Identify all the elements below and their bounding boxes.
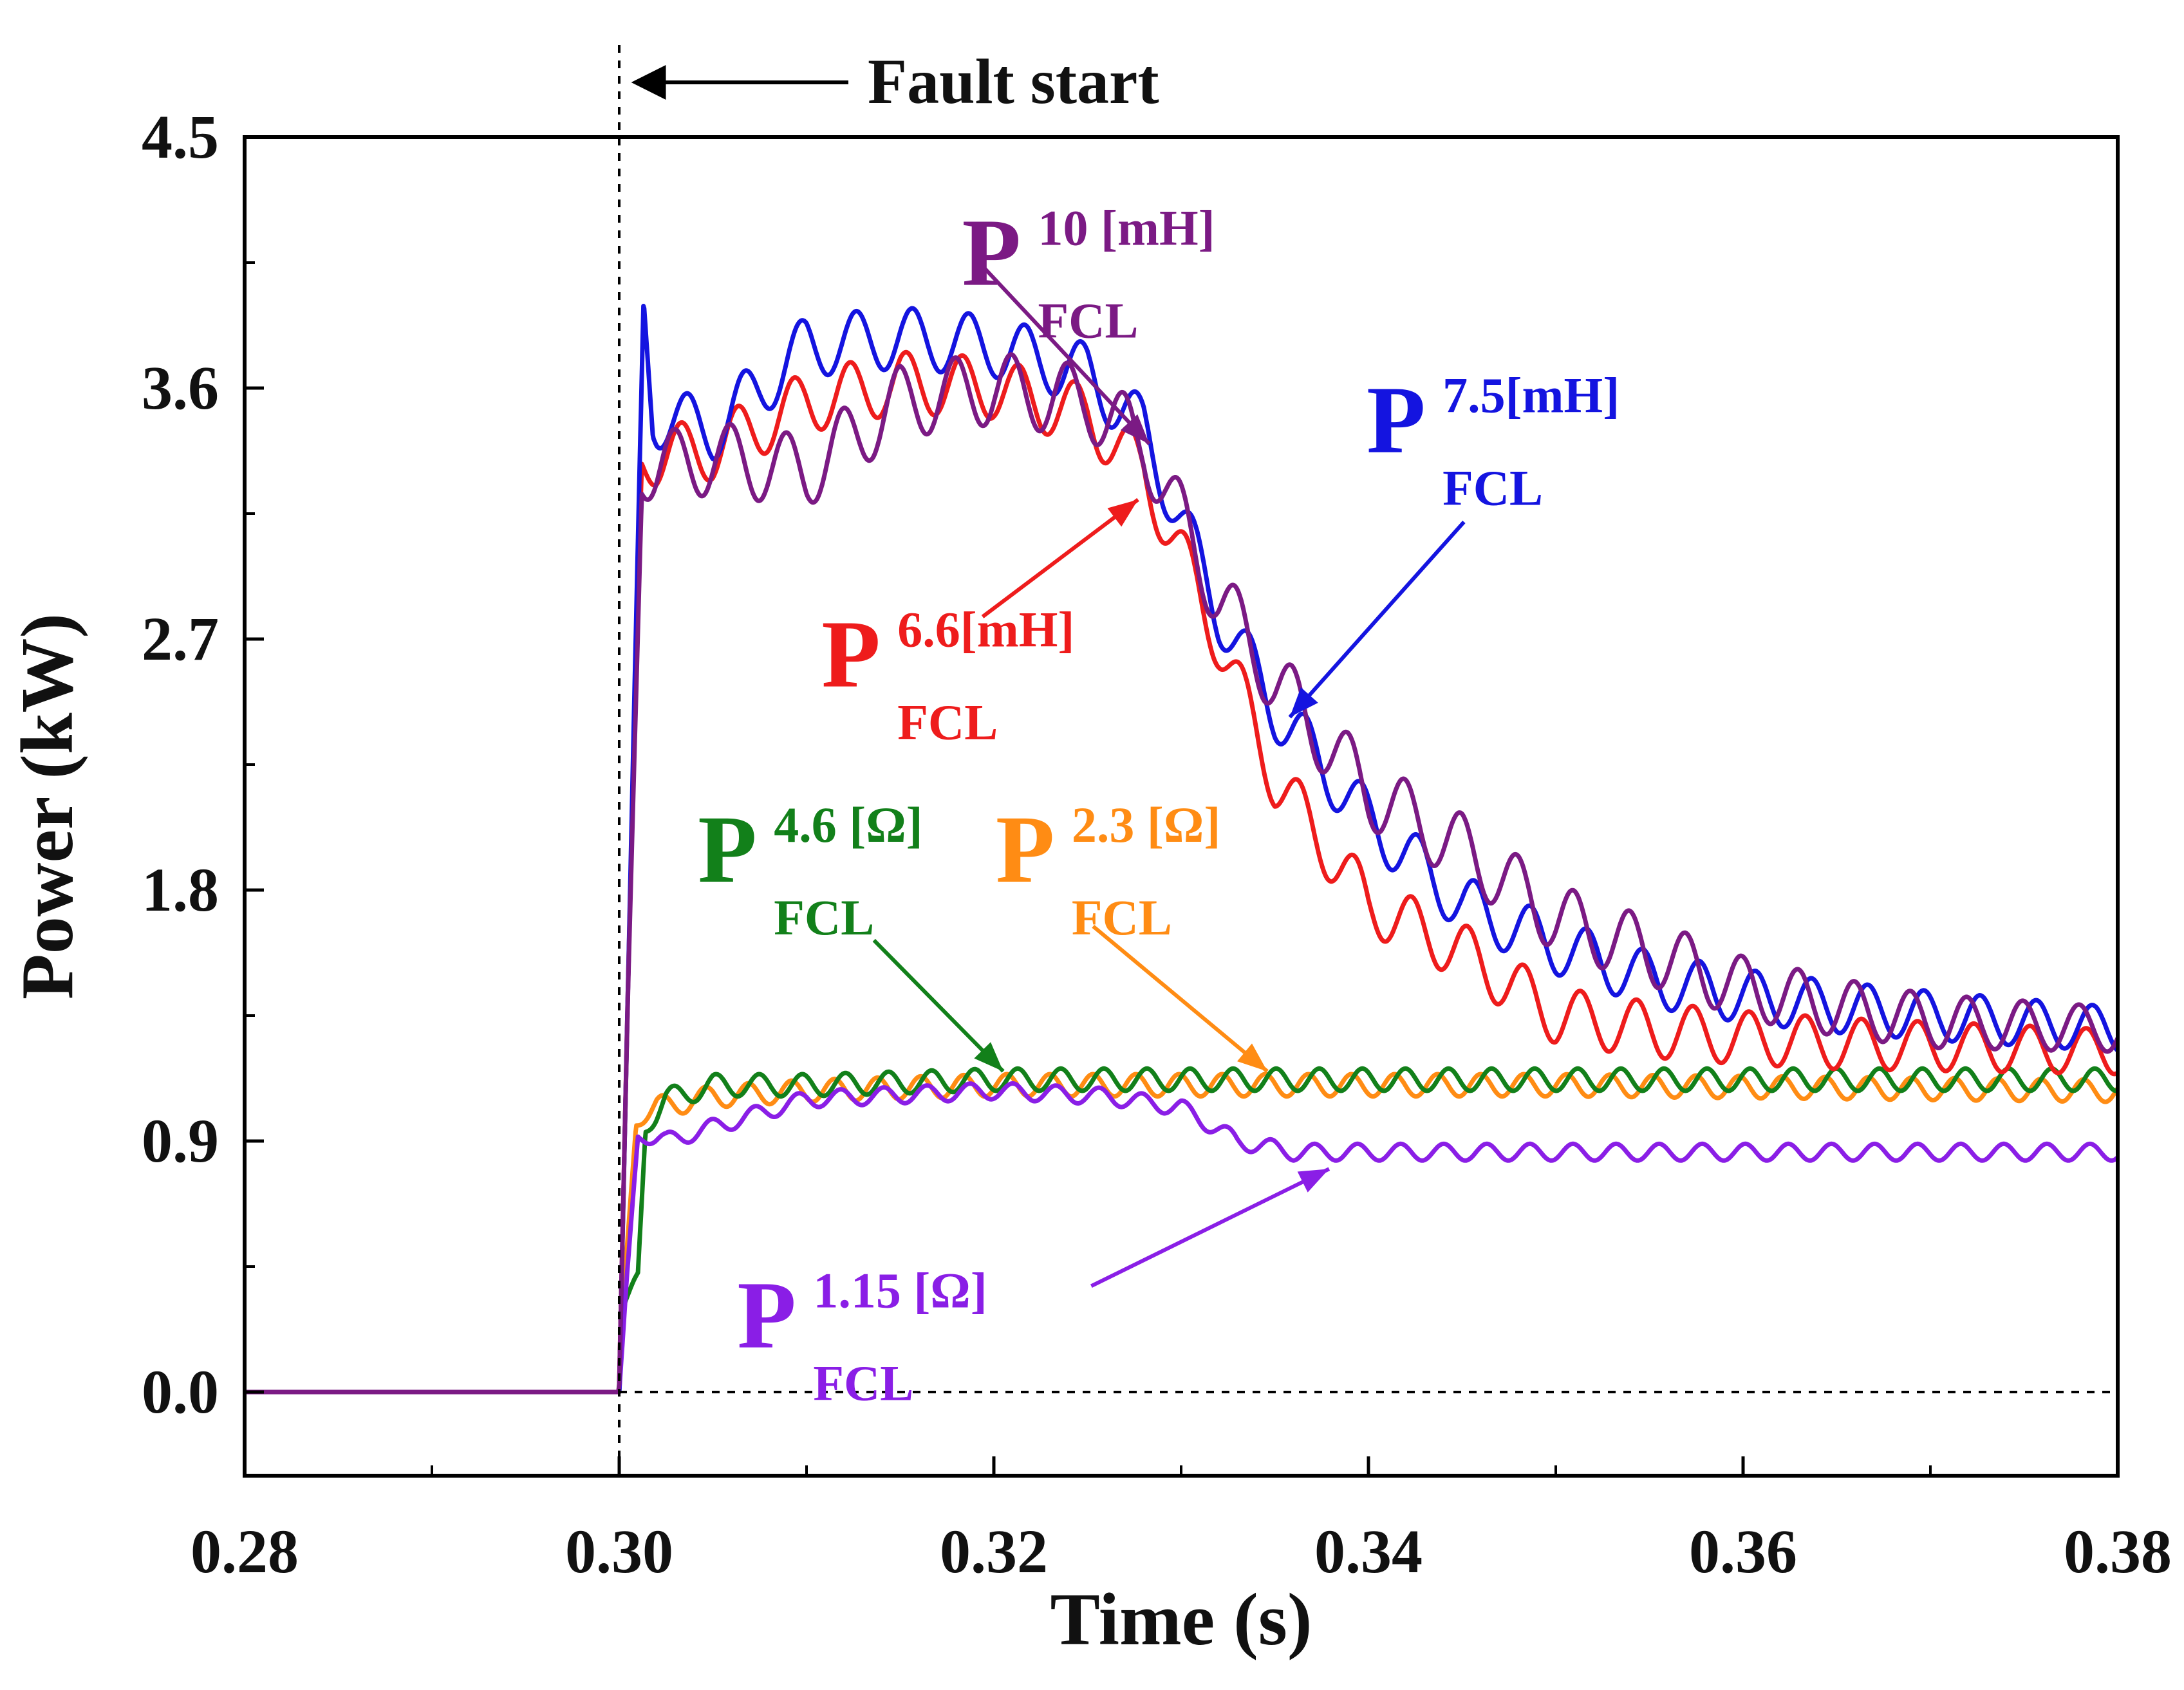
y-tick-label: 4.5: [142, 102, 219, 171]
x-tick-label: 0.34: [1314, 1517, 1423, 1586]
series-labels: P 10 [mH] FCL P 7.5[mH] FCL P 6.6[mH] FCL P 4.6 [Ω…: [698, 200, 1619, 1411]
series-label-superscript: 1.15 [Ω]: [813, 1263, 987, 1319]
series-label: P 2.3 [Ω] FCL: [996, 796, 1269, 1073]
x-tick-label: 0.28: [191, 1517, 299, 1586]
series-label-subscript: FCL: [1038, 293, 1139, 349]
series-label-superscript: 7.5[mH]: [1442, 367, 1619, 423]
series-line: [243, 1081, 2120, 1395]
y-tick-label: 2.7: [142, 604, 219, 673]
y-tick-label: 0.9: [142, 1106, 219, 1175]
series-label: P 4.6 [Ω] FCL: [698, 796, 1005, 1073]
series-label-superscript: 4.6 [Ω]: [774, 797, 922, 853]
series-label-arrow: [1288, 521, 1466, 719]
x-axis-title: Time (s): [1050, 1579, 1312, 1661]
series-label-arrowhead: [1120, 414, 1150, 444]
x-tick-label: 0.38: [2064, 1517, 2172, 1586]
series-label-main: P: [698, 796, 757, 903]
series-label-arrowhead: [974, 1042, 1003, 1072]
series-label-main: P: [996, 796, 1055, 903]
series-label-arrow: [872, 938, 1005, 1073]
series-line: [243, 1066, 2120, 1395]
series-label-main: P: [962, 200, 1022, 306]
y-tick-label: 0.0: [142, 1357, 219, 1426]
y-tick-label: 3.6: [142, 353, 219, 422]
series-label-main: P: [737, 1262, 796, 1369]
series-label-superscript: 10 [mH]: [1038, 200, 1215, 256]
series-line: [243, 349, 2120, 1395]
series-label-arrowhead: [1237, 1043, 1267, 1072]
y-tick-label: 1.8: [142, 855, 219, 924]
y-axis-title: Power (kW): [6, 613, 89, 999]
series-label: P 7.5[mH] FCL: [1288, 367, 1619, 719]
series-line: [243, 352, 2120, 1395]
fault-start-annotation: Fault start: [631, 46, 1159, 117]
series-label-subscript: FCL: [1072, 889, 1172, 945]
series-label-main: P: [821, 601, 881, 708]
x-tick-label: 0.32: [940, 1517, 1048, 1586]
x-tick-label: 0.36: [1689, 1517, 1797, 1586]
series-label-subscript: FCL: [897, 694, 998, 750]
x-tick-label: 0.30: [565, 1517, 673, 1586]
series-label-main: P: [1367, 367, 1426, 474]
axes: 0.28 0.30 0.32 0.34 0.36 0.38 0.0 0.9 1.8 2.7 3.6 4…: [142, 102, 2172, 1586]
series-label-arrow: [981, 497, 1139, 618]
series-label-arrowhead: [1289, 687, 1318, 718]
fault-start-label: Fault start: [868, 46, 1159, 117]
series-line: [243, 1072, 2120, 1395]
series-label-arrow: [983, 266, 1151, 445]
series-label: P 10 [mH] FCL: [962, 200, 1215, 445]
series-label-arrowhead: [1297, 1169, 1329, 1193]
series-label-superscript: 2.3 [Ω]: [1072, 797, 1220, 853]
series-label-arrow: [1092, 925, 1269, 1073]
series-label-subscript: FCL: [774, 889, 874, 945]
series-label-arrow: [1090, 1167, 1330, 1288]
series-label-subscript: FCL: [1442, 460, 1543, 516]
series-label-superscript: 6.6[mH]: [897, 602, 1074, 658]
series-label: P 6.6[mH] FCL: [821, 497, 1139, 750]
plot-lines: [243, 304, 2120, 1395]
series-label: P 1.15 [Ω] FCL: [737, 1167, 1330, 1411]
series-label-arrowhead: [1107, 499, 1139, 527]
series-label-subscript: FCL: [813, 1355, 913, 1411]
